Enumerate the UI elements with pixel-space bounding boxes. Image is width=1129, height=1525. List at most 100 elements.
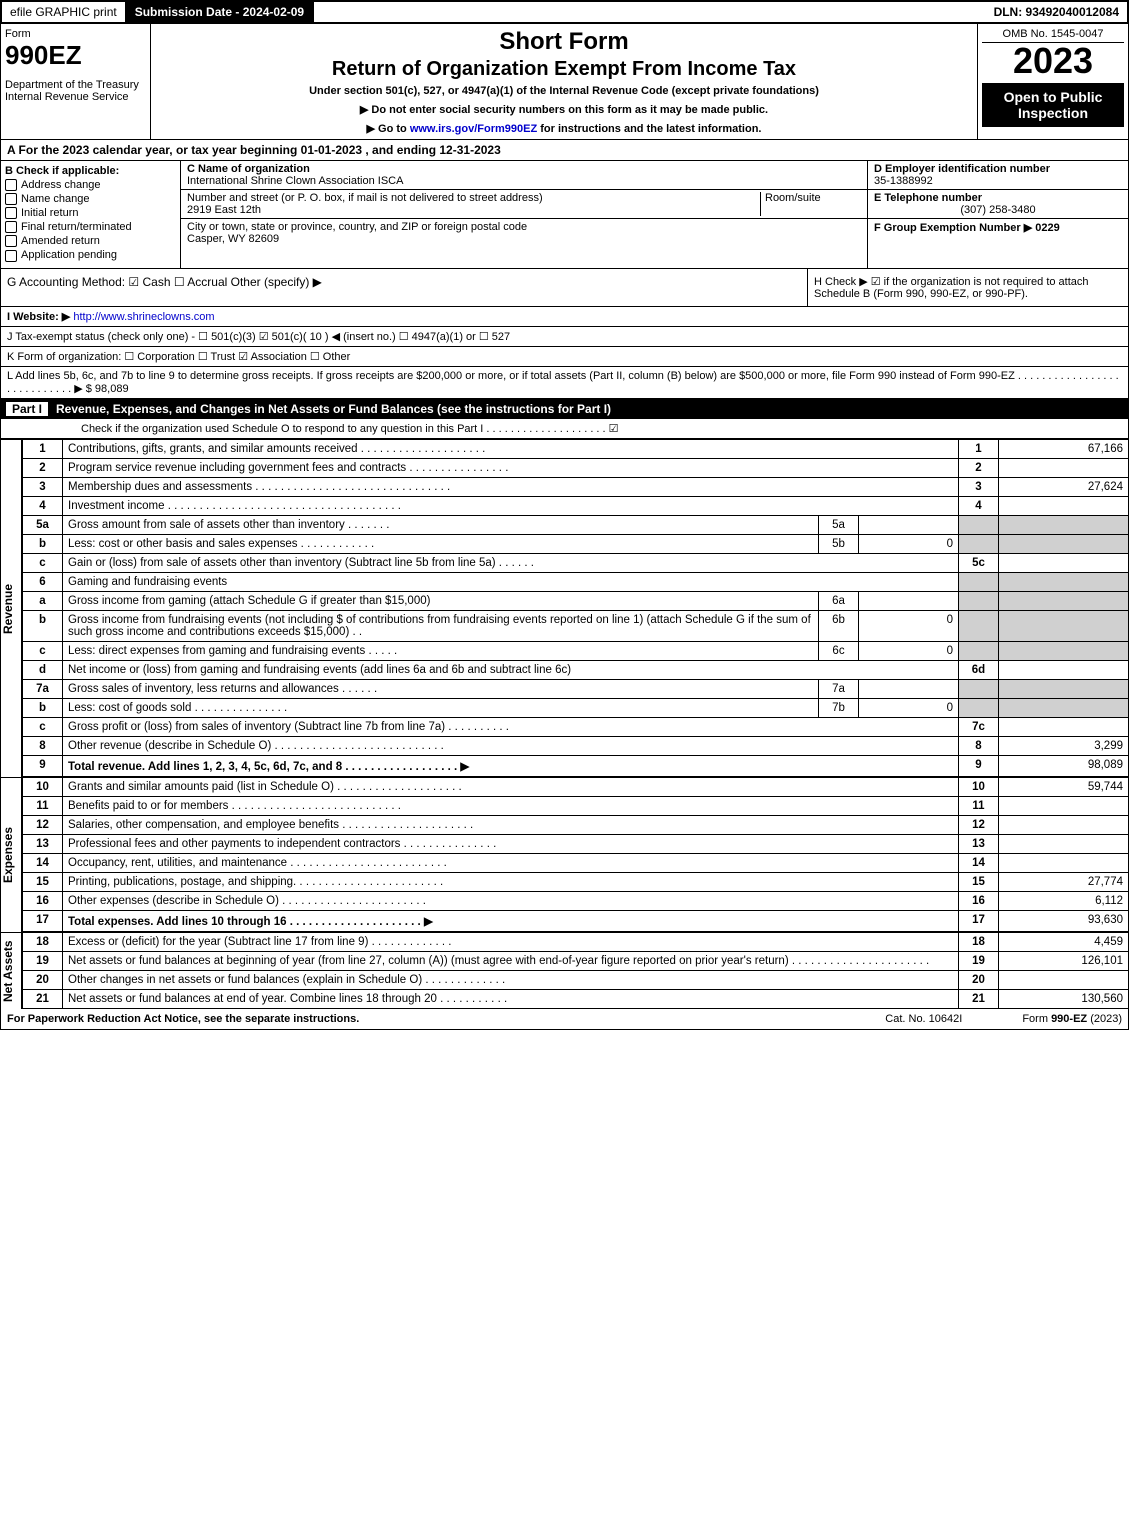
- line-number: 19: [23, 951, 63, 970]
- line-desc: Excess or (deficit) for the year (Subtra…: [63, 932, 959, 951]
- line-amount: 93,630: [999, 910, 1129, 931]
- footer-mid: Cat. No. 10642I: [885, 1013, 962, 1025]
- line-j: J Tax-exempt status (check only one) - ☐…: [0, 327, 1129, 347]
- table-row: 11Benefits paid to or for members . . . …: [23, 796, 1129, 815]
- line-ref: 16: [959, 891, 999, 910]
- line-k: K Form of organization: ☐ Corporation ☐ …: [0, 347, 1129, 367]
- irs-link[interactable]: www.irs.gov/Form990EZ: [410, 123, 537, 135]
- table-row: cGross profit or (loss) from sales of in…: [23, 717, 1129, 736]
- line-desc: Investment income . . . . . . . . . . . …: [63, 496, 959, 515]
- line-number: 18: [23, 932, 63, 951]
- line-ref: 1: [959, 439, 999, 458]
- amount-shaded: [999, 679, 1129, 698]
- col-d: D Employer identification number 35-1388…: [868, 161, 1128, 268]
- line-ref: 15: [959, 872, 999, 891]
- line-i: I Website: ▶ http://www.shrineclowns.com: [0, 307, 1129, 327]
- line-desc: Salaries, other compensation, and employ…: [63, 815, 959, 834]
- line-ref: 9: [959, 755, 999, 776]
- line-ref-shaded: [959, 515, 999, 534]
- line-ref: 18: [959, 932, 999, 951]
- line-desc: Less: cost of goods sold . . . . . . . .…: [63, 698, 819, 717]
- d-group-row: F Group Exemption Number ▶ 0229: [868, 219, 1128, 236]
- table-row: 3Membership dues and assessments . . . .…: [23, 477, 1129, 496]
- line-ref: 2: [959, 458, 999, 477]
- note-ssn: ▶ Do not enter social security numbers o…: [155, 103, 973, 116]
- table-row: 8Other revenue (describe in Schedule O) …: [23, 736, 1129, 755]
- line-number: 13: [23, 834, 63, 853]
- subtitle: Under section 501(c), 527, or 4947(a)(1)…: [155, 85, 973, 97]
- table-row: 17Total expenses. Add lines 10 through 1…: [23, 910, 1129, 931]
- line-desc: Net income or (loss) from gaming and fun…: [63, 660, 959, 679]
- line-desc: Less: cost or other basis and sales expe…: [63, 534, 819, 553]
- efile-label[interactable]: efile GRAPHIC print: [2, 2, 127, 22]
- table-row: 16Other expenses (describe in Schedule O…: [23, 891, 1129, 910]
- tel: (307) 258-3480: [874, 204, 1122, 216]
- line-desc: Other changes in net assets or fund bala…: [63, 970, 959, 989]
- chk-final-return[interactable]: Final return/terminated: [5, 221, 176, 233]
- table-row: aGross income from gaming (attach Schedu…: [23, 591, 1129, 610]
- note-goto: ▶ Go to www.irs.gov/Form990EZ for instru…: [155, 122, 973, 135]
- line-l: L Add lines 5b, 6c, and 7b to line 9 to …: [0, 367, 1129, 399]
- chk-address-change[interactable]: Address change: [5, 179, 176, 191]
- table-row: 9Total revenue. Add lines 1, 2, 3, 4, 5c…: [23, 755, 1129, 776]
- line-desc: Gain or (loss) from sale of assets other…: [63, 553, 959, 572]
- line-amount: [999, 458, 1129, 477]
- chk-name-change[interactable]: Name change: [5, 193, 176, 205]
- line-number: 1: [23, 439, 63, 458]
- table-row: 15Printing, publications, postage, and s…: [23, 872, 1129, 891]
- netassets-table: 18Excess or (deficit) for the year (Subt…: [22, 932, 1129, 1009]
- line-number: 17: [23, 910, 63, 931]
- line-desc: Total expenses. Add lines 10 through 16 …: [63, 910, 959, 931]
- netassets-side-label: Net Assets: [0, 932, 22, 1009]
- line-ref: 7c: [959, 717, 999, 736]
- line-number: b: [23, 534, 63, 553]
- chk-initial-return[interactable]: Initial return: [5, 207, 176, 219]
- dln: DLN: 93492040012084: [986, 2, 1127, 22]
- line-number: 16: [23, 891, 63, 910]
- amount-shaded: [999, 534, 1129, 553]
- ein: 35-1388992: [874, 175, 933, 187]
- line-number: 6: [23, 572, 63, 591]
- line-desc: Net assets or fund balances at beginning…: [63, 951, 959, 970]
- line-number: c: [23, 641, 63, 660]
- line-amount: 67,166: [999, 439, 1129, 458]
- chk-application-pending[interactable]: Application pending: [5, 249, 176, 261]
- part1-check: Check if the organization used Schedule …: [0, 419, 1129, 439]
- footer-left: For Paperwork Reduction Act Notice, see …: [7, 1013, 885, 1025]
- line-number: 7a: [23, 679, 63, 698]
- line-desc: Printing, publications, postage, and shi…: [63, 872, 959, 891]
- line-number: 5a: [23, 515, 63, 534]
- room-suite-label: Room/suite: [761, 192, 861, 216]
- line-desc: Contributions, gifts, grants, and simila…: [63, 439, 959, 458]
- header-left: Form 990EZ Department of the Treasury In…: [1, 24, 151, 139]
- line-ref: 4: [959, 496, 999, 515]
- table-row: 10Grants and similar amounts paid (list …: [23, 777, 1129, 796]
- subline-number: 7b: [819, 698, 859, 717]
- line-amount: 27,774: [999, 872, 1129, 891]
- line-number: 4: [23, 496, 63, 515]
- line-number: b: [23, 610, 63, 641]
- line-ref-shaded: [959, 572, 999, 591]
- tel-label: E Telephone number: [874, 192, 982, 204]
- revenue-side-label: Revenue: [0, 439, 22, 777]
- dept-label: Department of the Treasury Internal Reve…: [5, 79, 146, 103]
- website-label: I Website: ▶: [7, 311, 70, 323]
- top-bar: efile GRAPHIC print Submission Date - 20…: [0, 0, 1129, 24]
- footer-right: Form 990-EZ (2023): [1022, 1013, 1122, 1025]
- line-amount: [999, 717, 1129, 736]
- line-number: 8: [23, 736, 63, 755]
- col-b: B Check if applicable: Address change Na…: [1, 161, 181, 268]
- line-amount: [999, 853, 1129, 872]
- table-row: 14Occupancy, rent, utilities, and mainte…: [23, 853, 1129, 872]
- line-amount: [999, 796, 1129, 815]
- col-c: C Name of organization International Shr…: [181, 161, 868, 268]
- expenses-section: Expenses 10Grants and similar amounts pa…: [0, 777, 1129, 932]
- website-link[interactable]: http://www.shrineclowns.com: [73, 311, 214, 323]
- line-desc: Grants and similar amounts paid (list in…: [63, 777, 959, 796]
- line-amount: 27,624: [999, 477, 1129, 496]
- submission-date: Submission Date - 2024-02-09: [127, 2, 314, 22]
- chk-amended-return[interactable]: Amended return: [5, 235, 176, 247]
- line-amount: 126,101: [999, 951, 1129, 970]
- line-ref: 8: [959, 736, 999, 755]
- form-header: Form 990EZ Department of the Treasury In…: [0, 24, 1129, 140]
